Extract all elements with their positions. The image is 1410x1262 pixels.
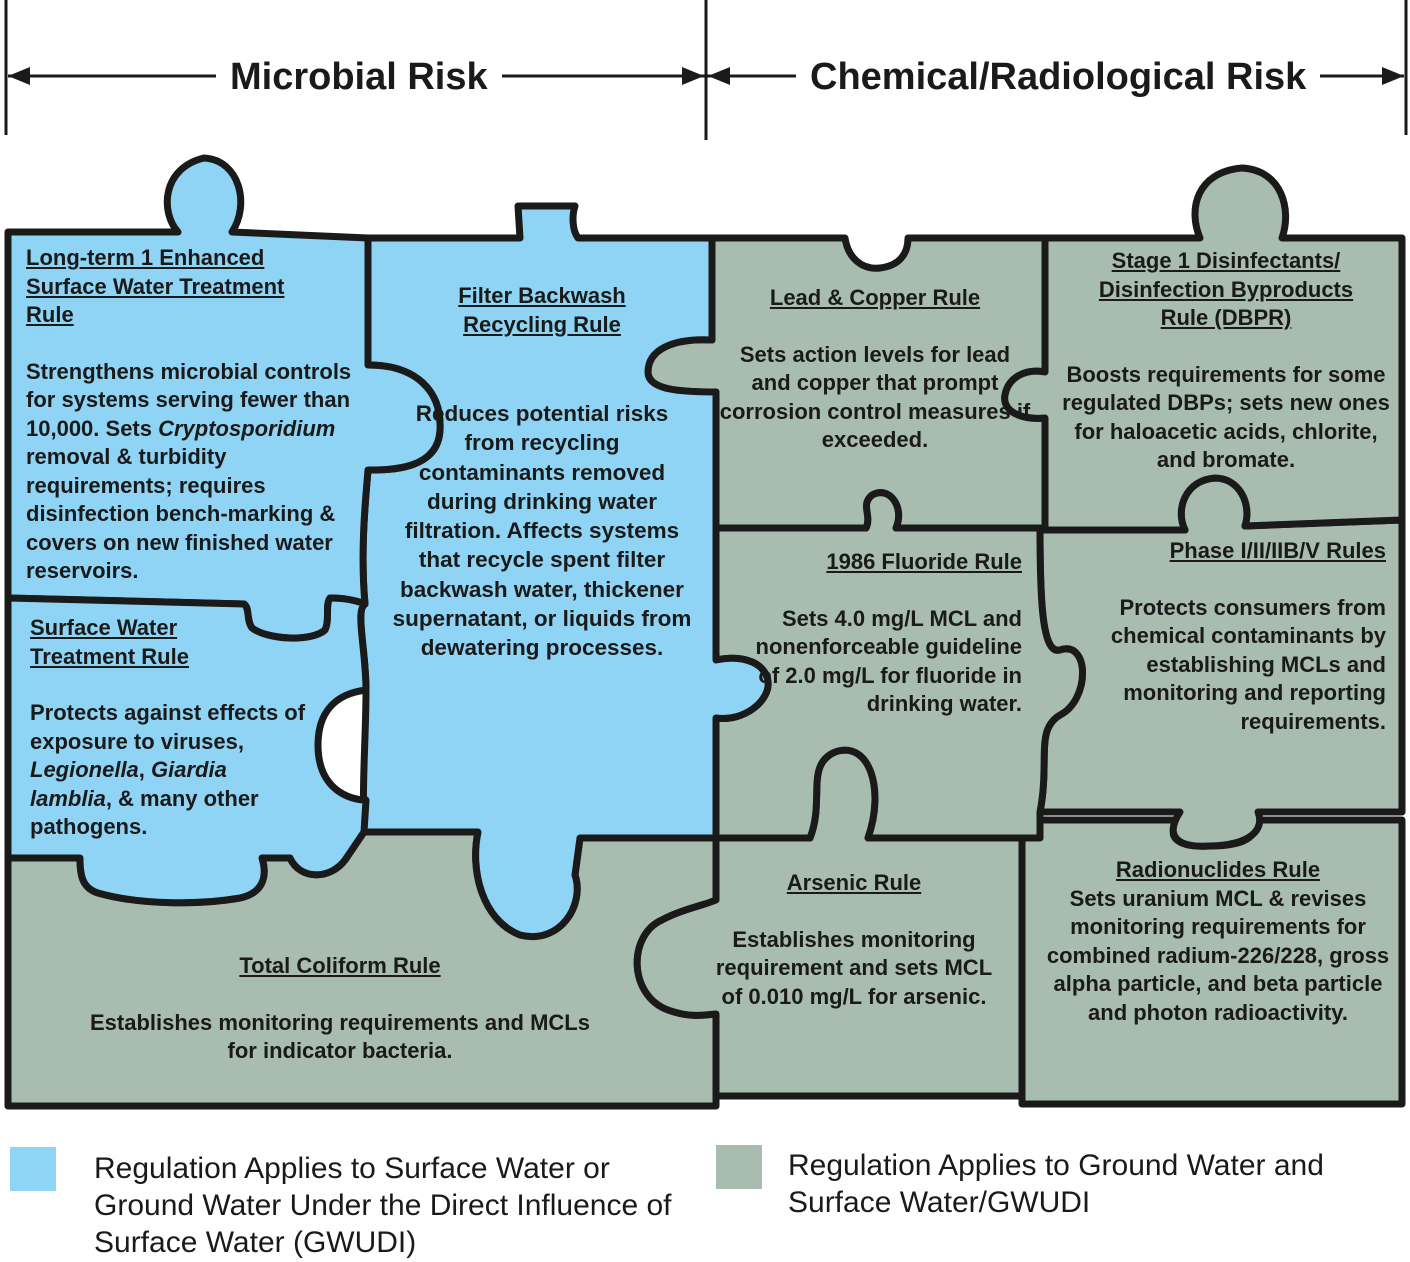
piece-dbpr-text: Stage 1 Disinfectants/ Disinfection Bypr… (1052, 247, 1400, 475)
piece-description: Sets action levels for lead and copper t… (719, 341, 1031, 453)
piece-lead-copper-text: Lead & Copper Rule Sets action levels fo… (718, 284, 1032, 455)
piece-description: Protects consumers from chemical contami… (1110, 594, 1386, 734)
piece-radionuclides-text: Radionuclides Rule Sets uranium MCL & re… (1040, 856, 1396, 1027)
piece-arsenic-text: Arsenic Rule Establishes monitoring requ… (712, 869, 996, 1011)
piece-description: Strengthens microbial controls for syste… (26, 358, 352, 584)
piece-title: Surface Water Treatment Rule (30, 615, 189, 669)
piece-fluoride-text: 1986 Fluoride Rule Sets 4.0 mg/L MCL and… (740, 548, 1022, 719)
piece-total-coliform-text: Total Coliform Rule Establishes monitori… (80, 952, 600, 1066)
piece-title: Long-term 1 Enhanced Surface Water Treat… (26, 245, 285, 327)
piece-description: Protects against effects of exposure to … (30, 700, 306, 839)
piece-title: Stage 1 Disinfectants/ Disinfection Bypr… (1098, 248, 1354, 330)
pieces-layer (4, 154, 1406, 1110)
piece-filter-backwash-text: Filter Backwash Recycling Rule Reduces p… (392, 282, 692, 663)
arrow-right-chemical (1382, 67, 1404, 85)
piece-title: Arsenic Rule (786, 870, 922, 895)
piece-title: Total Coliform Rule (239, 953, 441, 978)
piece-long-term-1-text: Long-term 1 Enhanced Surface Water Treat… (26, 244, 371, 586)
arrow-right-microbial (682, 67, 704, 85)
piece-phase-text: Phase I/II/IIB/V Rules Protects consumer… (1060, 537, 1386, 736)
piece-title: Filter Backwash Recycling Rule (458, 283, 626, 337)
piece-description: Boosts requirements for some regulated D… (1062, 361, 1390, 473)
legend-ground-water-label: Regulation Applies to Ground Water and S… (788, 1149, 1324, 1219)
arrow-left-chemical (708, 67, 730, 85)
piece-title: 1986 Fluoride Rule (826, 549, 1022, 574)
arrow-left-microbial (8, 67, 30, 85)
piece-title: Phase I/II/IIB/V Rules (1169, 538, 1386, 563)
piece-title: Radionuclides Rule (1115, 857, 1321, 882)
piece-description: Establishes monitoring requirements and … (90, 1009, 590, 1064)
legend-surface-water-label: Regulation Applies to Surface Water or G… (94, 1152, 672, 1259)
header-chemical-radiological-risk: Chemical/Radiological Risk (796, 52, 1321, 102)
piece-description: Reduces potential risks from recycling c… (392, 401, 692, 661)
header-microbial-risk: Microbial Risk (216, 52, 502, 102)
legend-swatch-surface-water (10, 1147, 56, 1191)
piece-swtr (4, 594, 370, 907)
piece-title: Lead & Copper Rule (769, 285, 981, 310)
legend-swatch-ground-water (716, 1145, 762, 1189)
piece-swtr-text: Surface Water Treatment Rule Protects ag… (30, 614, 310, 842)
piece-dbpr (1001, 164, 1406, 534)
piece-description: Establishes monitoring requirement and s… (715, 926, 993, 1009)
piece-description: Sets uranium MCL & revises monitoring re… (1046, 885, 1390, 1025)
piece-description: Sets 4.0 mg/L MCL and nonenforceable gui… (755, 605, 1022, 717)
